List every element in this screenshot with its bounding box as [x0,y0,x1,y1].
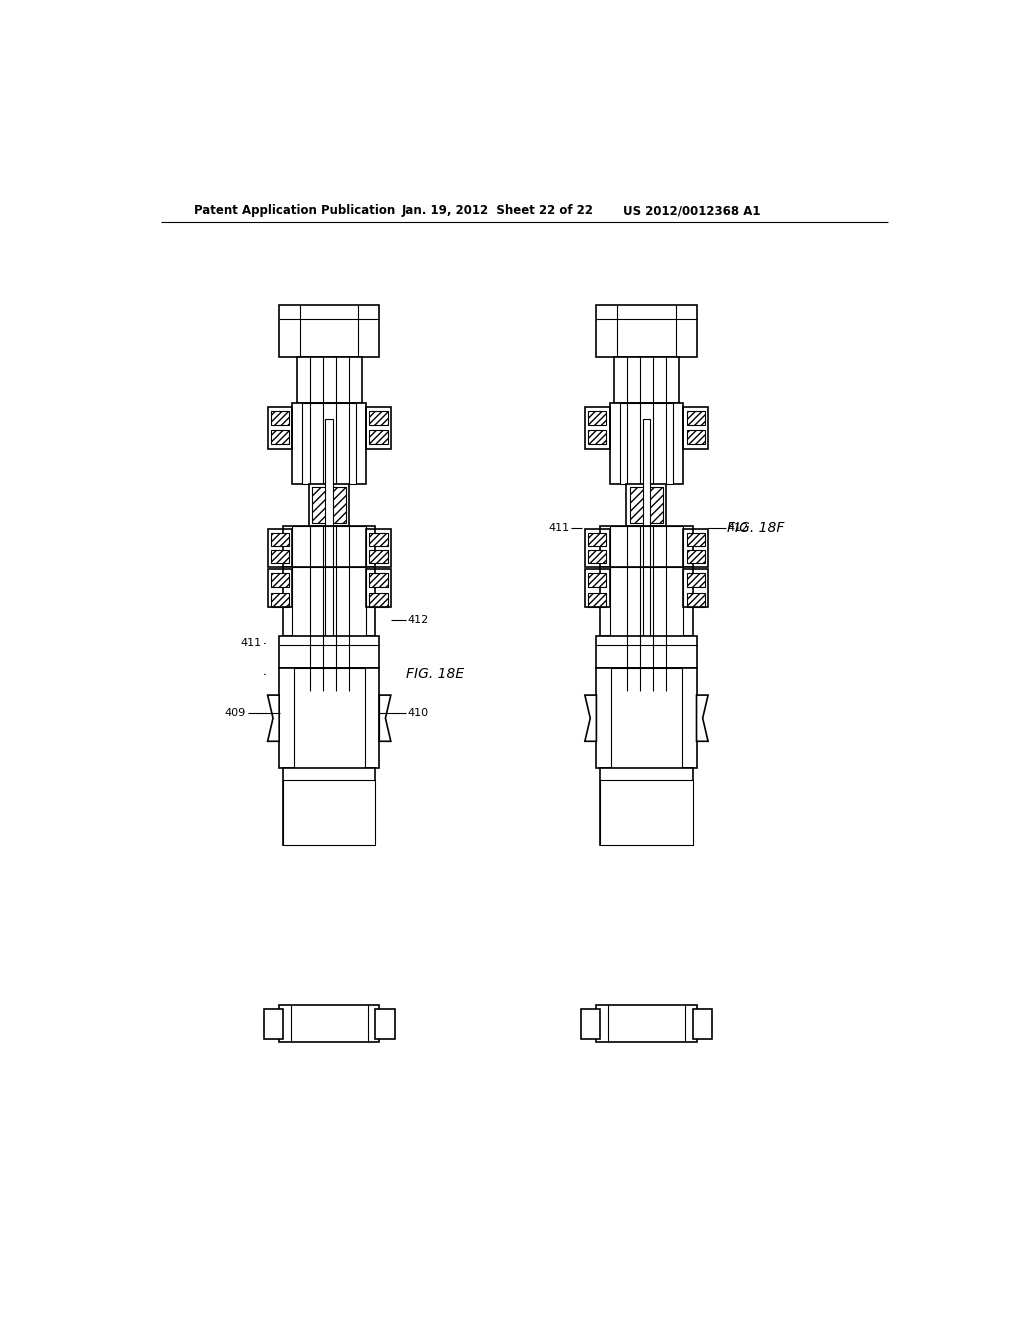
Bar [376,1010,394,1039]
Bar [326,418,333,531]
Bar [588,573,606,586]
Bar [270,411,289,425]
Polygon shape [267,696,280,742]
Bar [585,529,609,568]
Bar [370,549,388,564]
Bar [643,418,650,531]
Bar [611,668,682,768]
Bar [283,780,376,845]
Bar [297,358,361,404]
Bar [585,569,609,607]
Text: 409: 409 [225,708,246,718]
Bar [283,768,376,845]
Bar [588,549,606,564]
Bar [683,529,708,568]
Bar [596,1006,696,1043]
Bar [643,566,650,636]
Bar [283,527,376,566]
Bar [627,484,667,527]
Bar [630,487,664,524]
Bar [367,407,391,449]
Polygon shape [379,696,391,742]
Bar [643,527,650,566]
Bar [683,407,708,449]
Bar [367,569,391,607]
Text: FIG. 18F: FIG. 18F [727,521,784,535]
Bar [620,404,674,484]
Bar [370,411,388,425]
Text: 411: 411 [548,523,569,533]
Bar [686,430,705,444]
Bar [596,636,696,668]
Bar [581,1010,600,1039]
Bar [267,569,292,607]
Bar [280,636,379,668]
Bar [370,573,388,586]
Bar [270,549,289,564]
Bar [686,593,705,607]
Bar [292,566,367,636]
Bar [596,305,696,358]
Bar [588,593,606,607]
Bar [585,407,609,449]
Bar [294,668,365,768]
Text: Jan. 19, 2012  Sheet 22 of 22: Jan. 19, 2012 Sheet 22 of 22 [401,205,594,218]
Text: US 2012/0012368 A1: US 2012/0012368 A1 [624,205,761,218]
Bar [614,358,679,404]
Bar [270,573,289,586]
Bar [283,566,376,636]
Polygon shape [585,696,596,742]
Bar [367,529,391,568]
Bar [588,430,606,444]
Bar [609,404,683,484]
Bar [600,566,692,636]
Text: 412: 412 [408,615,429,626]
Bar [370,533,388,546]
Bar [280,668,379,768]
Bar [264,1010,283,1039]
Bar [686,573,705,586]
Bar [609,566,683,636]
Bar [326,527,333,566]
Bar [270,533,289,546]
Bar [270,593,289,607]
Bar [683,569,708,607]
Polygon shape [696,696,708,742]
Bar [267,407,292,449]
Text: Patent Application Publication: Patent Application Publication [194,205,395,218]
Bar [312,487,346,524]
Bar [370,430,388,444]
Bar [280,305,379,358]
Bar [270,430,289,444]
Text: FIG. 18E: FIG. 18E [407,668,464,681]
Bar [302,404,356,484]
Bar [267,529,292,568]
Bar [292,527,367,566]
Bar [686,533,705,546]
Bar [292,404,367,484]
Bar [596,668,696,768]
Bar [309,484,349,527]
Bar [686,411,705,425]
Text: 412: 412 [727,523,749,533]
Bar [370,593,388,607]
Bar [600,780,692,845]
Text: 411: 411 [241,639,261,648]
Bar [280,1006,379,1043]
Bar [588,533,606,546]
Bar [600,768,692,845]
Bar [609,527,683,566]
Bar [588,411,606,425]
Bar [692,1010,712,1039]
Bar [600,527,692,566]
Bar [686,549,705,564]
Text: 410: 410 [408,708,429,718]
Bar [326,566,333,636]
